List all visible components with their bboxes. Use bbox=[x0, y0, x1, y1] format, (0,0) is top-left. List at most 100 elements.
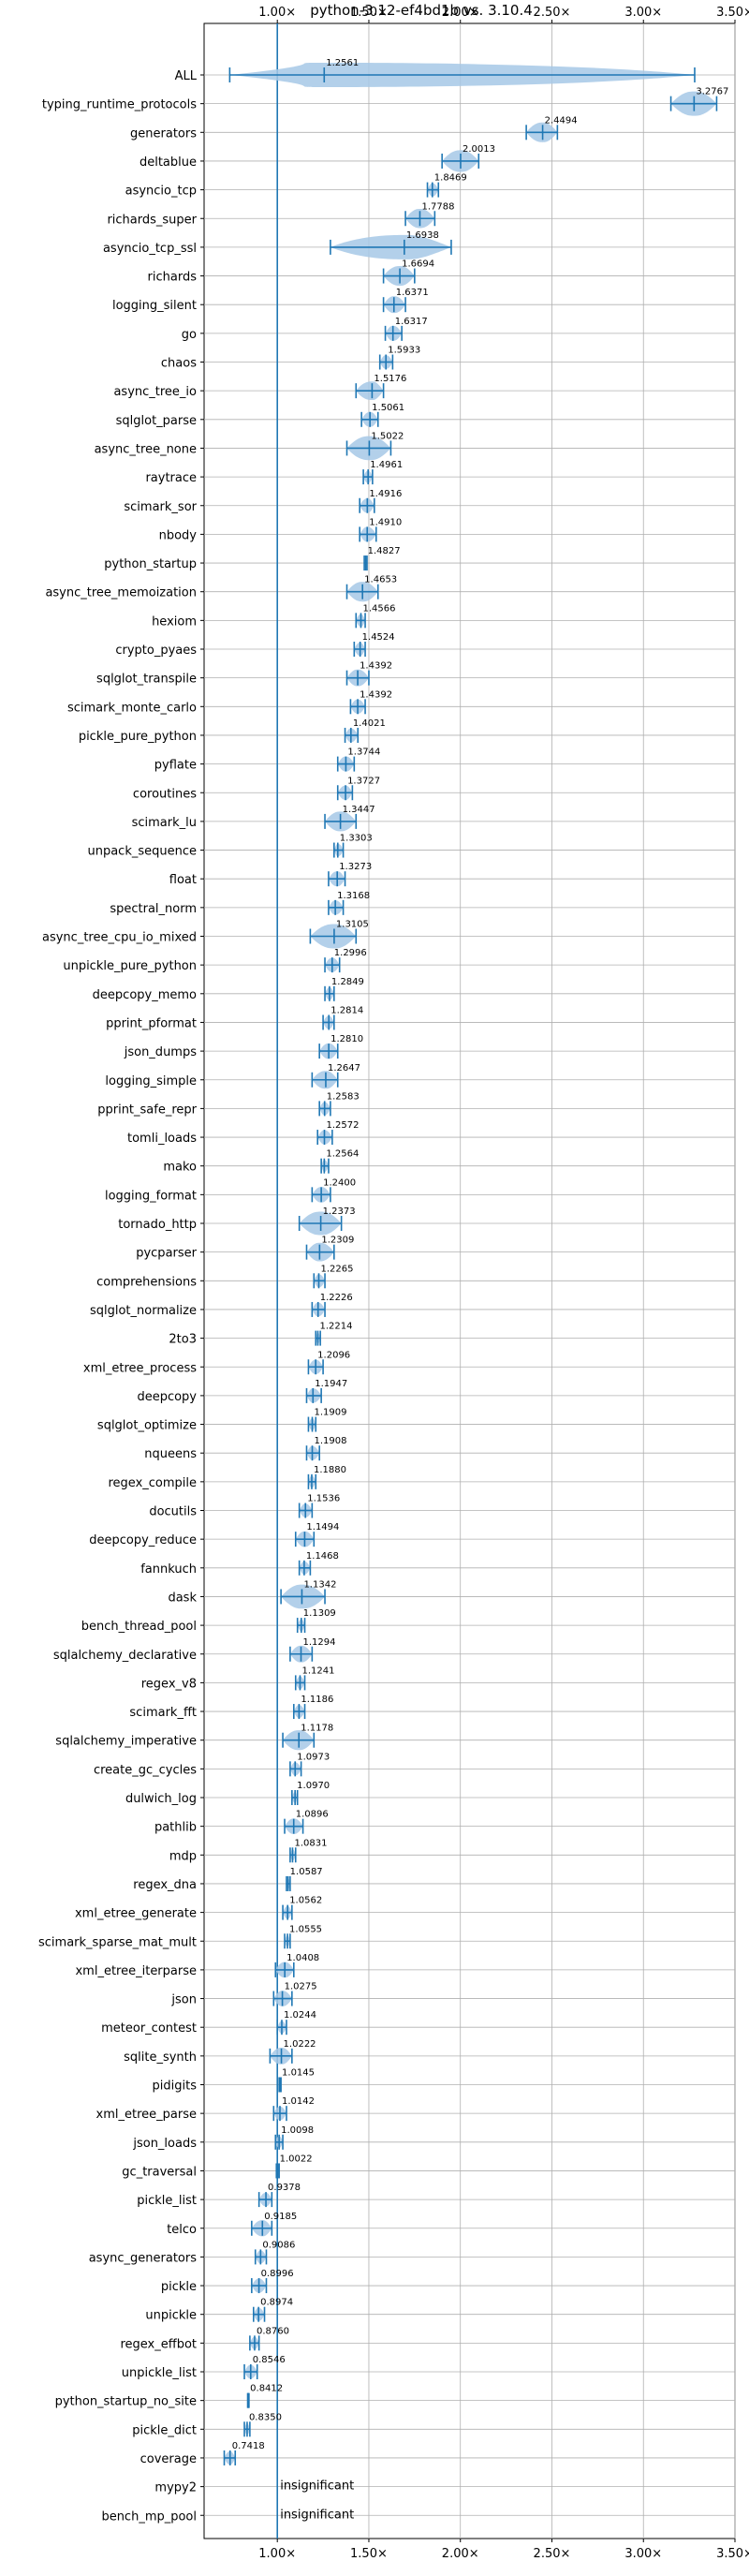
y-tick-label: json_loads bbox=[132, 2137, 197, 2151]
chart-title: python-3.12-ef4bd1b vs. 3.10.4 bbox=[310, 2, 533, 19]
y-tick-label: mdp bbox=[169, 1849, 197, 1863]
value-label: 0.7418 bbox=[232, 2441, 265, 2451]
value-label: 1.3447 bbox=[343, 805, 375, 815]
value-label: 1.1294 bbox=[303, 1637, 336, 1648]
value-label: 1.6371 bbox=[396, 288, 429, 298]
value-label: 1.5022 bbox=[371, 431, 404, 441]
y-tick-label: richards_super bbox=[107, 213, 197, 227]
insignificant-label: insignificant bbox=[280, 2480, 354, 2494]
y-tick-label: deepcopy bbox=[137, 1390, 197, 1404]
y-tick-label: bench_mp_pool bbox=[101, 2509, 197, 2524]
y-tick-label: docutils bbox=[149, 1505, 197, 1519]
y-tick-label: logging_format bbox=[105, 1189, 197, 1203]
value-label: 1.0973 bbox=[297, 1752, 330, 1762]
y-tick-label: python_startup bbox=[104, 557, 197, 571]
y-tick-label: nbody bbox=[159, 528, 198, 542]
y-tick-label: regex_effbot bbox=[120, 2337, 197, 2351]
y-tick-label: generators bbox=[130, 126, 197, 141]
y-tick-label: meteor_contest bbox=[101, 2021, 197, 2036]
x-tick-label-top: 1.00× bbox=[258, 6, 296, 20]
y-tick-label: sqlite_synth bbox=[124, 2050, 197, 2065]
value-label: 1.3105 bbox=[336, 920, 369, 930]
y-tick-label: go bbox=[182, 328, 197, 342]
y-tick-label: typing_runtime_protocols bbox=[42, 98, 197, 112]
value-label: 1.0896 bbox=[296, 1810, 329, 1820]
y-tick-label: asyncio_tcp_ssl bbox=[103, 242, 197, 256]
value-label: 1.0222 bbox=[284, 2039, 316, 2050]
value-label: 1.4827 bbox=[368, 546, 401, 556]
y-tick-label: comprehensions bbox=[96, 1275, 197, 1289]
value-label: 1.3744 bbox=[347, 748, 380, 758]
y-tick-label: pathlib bbox=[154, 1821, 197, 1835]
value-label: 1.4524 bbox=[362, 632, 395, 643]
value-label: 1.1494 bbox=[306, 1522, 339, 1532]
y-tick-label: crypto_pyaes bbox=[115, 644, 197, 658]
value-label: 1.0098 bbox=[281, 2125, 314, 2136]
y-tick-label: xml_etree_generate bbox=[75, 1907, 197, 1921]
value-label: 1.3273 bbox=[339, 862, 372, 872]
value-label: 1.0587 bbox=[290, 1867, 323, 1877]
y-tick-label: unpickle_list bbox=[122, 2366, 197, 2380]
value-label: 0.9185 bbox=[264, 2212, 297, 2222]
y-tick-label: raytrace bbox=[145, 471, 197, 485]
y-tick-label: pyflate bbox=[154, 759, 197, 773]
y-tick-label: pickle_dict bbox=[132, 2423, 197, 2437]
insignificant-label: insignificant bbox=[280, 2508, 354, 2522]
value-label: 1.2572 bbox=[326, 1120, 359, 1131]
value-label: 1.0831 bbox=[294, 1838, 327, 1848]
y-tick-label: tomli_loads bbox=[127, 1132, 197, 1146]
value-label: 1.2400 bbox=[323, 1177, 356, 1188]
y-tick-label: 2to3 bbox=[169, 1333, 197, 1347]
x-tick-label-top: 1.50× bbox=[350, 6, 388, 20]
y-tick-label: gc_traversal bbox=[122, 2165, 197, 2179]
value-label: 1.5176 bbox=[374, 374, 406, 384]
value-label: 1.1908 bbox=[315, 1436, 347, 1446]
value-label: 1.2564 bbox=[326, 1149, 359, 1160]
y-tick-label: unpickle_pure_python bbox=[63, 959, 197, 973]
x-tick-label-top: 3.50× bbox=[716, 6, 749, 20]
value-label: 1.1241 bbox=[301, 1666, 334, 1676]
y-tick-label: unpickle bbox=[145, 2309, 197, 2323]
value-label: 1.1178 bbox=[301, 1724, 333, 1734]
y-tick-label: xml_etree_process bbox=[83, 1361, 197, 1375]
value-label: 1.0145 bbox=[282, 2068, 315, 2079]
x-tick-label-bottom: 1.00× bbox=[258, 2547, 296, 2561]
y-tick-label: sqlglot_parse bbox=[116, 414, 197, 428]
y-tick-label: scimark_sparse_mat_mult bbox=[38, 1935, 197, 1949]
value-label: 2.4494 bbox=[545, 115, 578, 126]
value-label: 1.1909 bbox=[315, 1408, 347, 1418]
y-tick-label: tornado_http bbox=[118, 1218, 197, 1232]
value-label: 1.0022 bbox=[280, 2154, 313, 2164]
y-tick-label: pickle bbox=[161, 2280, 197, 2294]
value-label: 1.2849 bbox=[331, 977, 364, 987]
x-tick-label-bottom: 3.50× bbox=[716, 2547, 749, 2561]
value-label: 1.1536 bbox=[307, 1494, 340, 1504]
x-tick-label-top: 3.00× bbox=[624, 6, 662, 20]
x-tick-label-bottom: 3.00× bbox=[624, 2547, 662, 2561]
y-tick-label: logging_simple bbox=[105, 1074, 197, 1088]
y-tick-label: deltablue bbox=[140, 155, 197, 170]
y-tick-label: nqueens bbox=[144, 1447, 197, 1461]
y-tick-label: xml_etree_iterparse bbox=[75, 1964, 197, 1978]
value-label: 1.2810 bbox=[330, 1034, 363, 1044]
value-label: 1.2996 bbox=[334, 948, 367, 958]
value-label: 1.1309 bbox=[303, 1608, 336, 1619]
labels-layer: ALL typing_runtime_protocols generators del… bbox=[38, 6, 749, 2561]
y-tick-label: xml_etree_parse bbox=[96, 2108, 197, 2122]
x-tick-label-bottom: 1.50× bbox=[350, 2547, 388, 2561]
value-label: 1.6694 bbox=[402, 259, 434, 270]
y-tick-label: sqlalchemy_imperative bbox=[55, 1735, 197, 1749]
value-label: 1.4961 bbox=[370, 460, 403, 470]
value-label: 1.2265 bbox=[320, 1264, 353, 1274]
value-label: 1.4392 bbox=[360, 661, 392, 672]
value-label: 1.0562 bbox=[289, 1896, 322, 1906]
y-tick-label: pprint_pformat bbox=[106, 1016, 197, 1030]
y-tick-label: logging_silent bbox=[112, 299, 197, 313]
value-label: 1.3727 bbox=[347, 776, 380, 786]
y-tick-label: async_generators bbox=[89, 2251, 198, 2265]
value-label: 1.0275 bbox=[285, 1982, 317, 1992]
y-tick-label: float bbox=[169, 873, 197, 887]
value-label: 1.1947 bbox=[315, 1379, 347, 1389]
value-label: 1.0244 bbox=[284, 2010, 316, 2021]
